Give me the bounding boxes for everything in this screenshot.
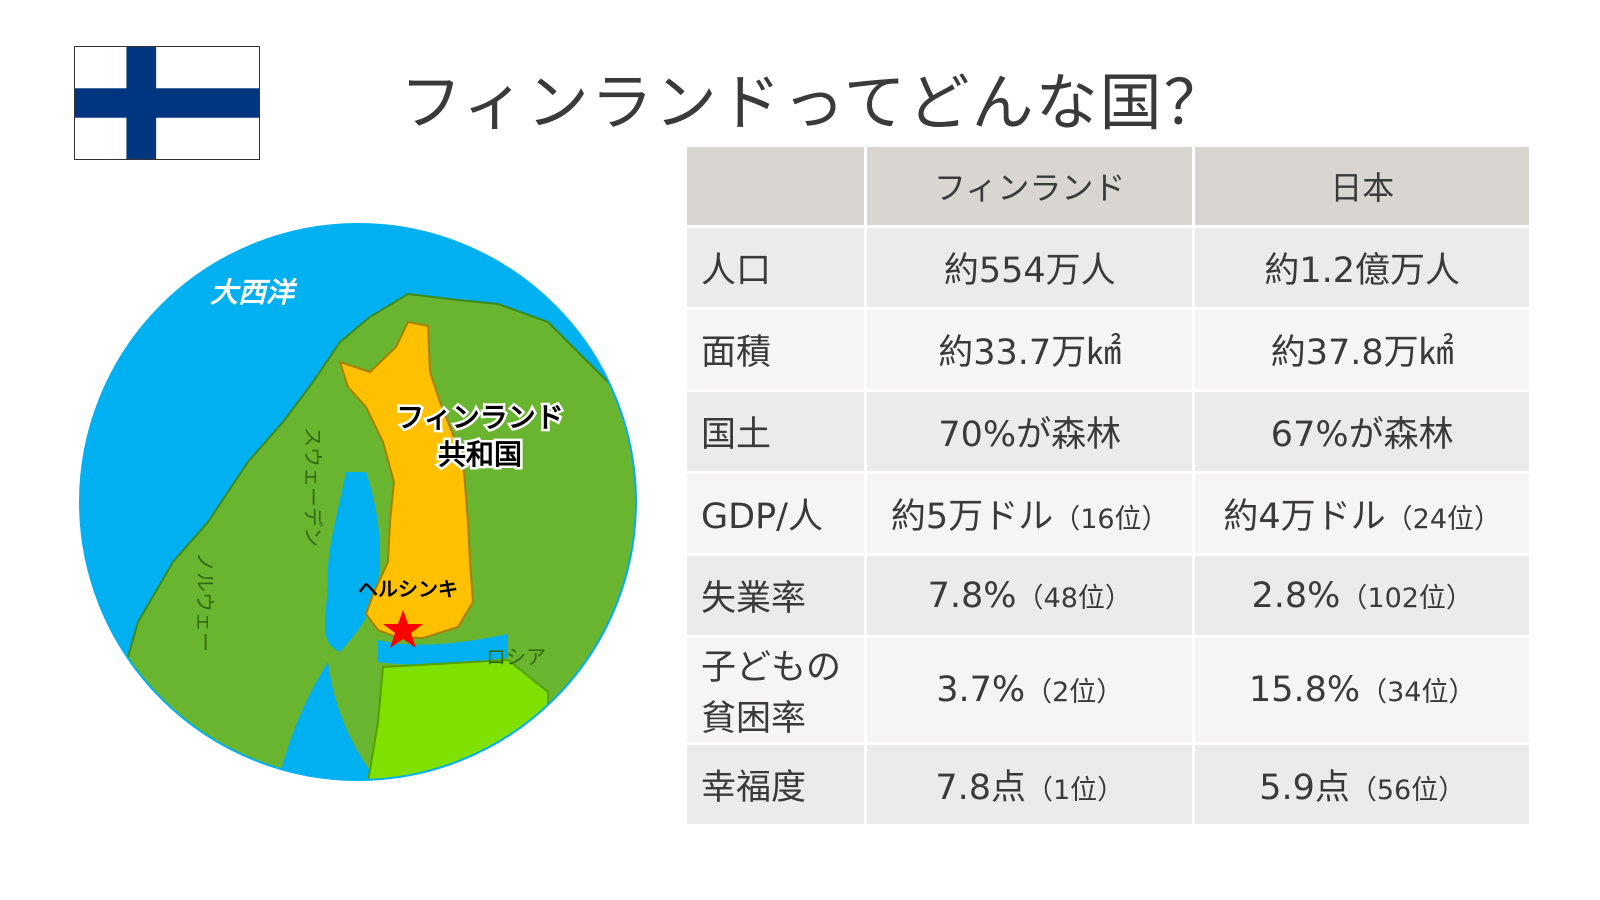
table-row-population: 人口 約554万人 約1.2億万人 xyxy=(687,228,1529,307)
row-label: 面積 xyxy=(687,310,865,389)
finland-value: 約5万ドル（16位） xyxy=(867,474,1193,553)
table-header-japan: 日本 xyxy=(1195,147,1529,225)
finland-value: 約554万人 xyxy=(867,228,1193,307)
finland-value: 3.7%（2位） xyxy=(867,638,1193,742)
table-header-empty xyxy=(687,147,865,225)
nordic-map-icon: 大西洋 フィンランド 共和国 スウェーデン ノルウェー ヘルシンキ ロシア xyxy=(78,222,638,782)
table-header-row: フィンランド 日本 xyxy=(687,147,1529,225)
japan-value: 約4万ドル（24位） xyxy=(1195,474,1529,553)
table-row-child-poverty: 子どもの 貧困率 3.7%（2位） 15.8%（34位） xyxy=(687,638,1529,742)
finland-label-line1: フィンランド xyxy=(396,401,563,434)
table-row-unemployment: 失業率 7.8%（48位） 2.8%（102位） xyxy=(687,556,1529,635)
comparison-table: フィンランド 日本 人口 約554万人 約1.2億万人 面積 約33.7万㎢ 約… xyxy=(684,144,1532,827)
table-row-land: 国土 70%が森林 67%が森林 xyxy=(687,392,1529,471)
norway-label: ノルウェー xyxy=(193,552,217,652)
finland-value: 70%が森林 xyxy=(867,392,1193,471)
table-row-area: 面積 約33.7万㎢ 約37.8万㎢ xyxy=(687,310,1529,389)
japan-value: 約37.8万㎢ xyxy=(1195,310,1529,389)
row-label: 国土 xyxy=(687,392,865,471)
row-label: 失業率 xyxy=(687,556,865,635)
japan-value: 5.9点（56位） xyxy=(1195,745,1529,824)
row-label: GDP/人 xyxy=(687,474,865,553)
russia-label: ロシア xyxy=(486,645,546,669)
finland-value: 7.8%（48位） xyxy=(867,556,1193,635)
row-label: 幸福度 xyxy=(687,745,865,824)
page-title: フィンランドってどんな国？ xyxy=(400,66,1228,139)
finland-value: 7.8点（1位） xyxy=(867,745,1193,824)
japan-value: 約1.2億万人 xyxy=(1195,228,1529,307)
japan-value: 15.8%（34位） xyxy=(1195,638,1529,742)
table-row-happiness: 幸福度 7.8点（1位） 5.9点（56位） xyxy=(687,745,1529,824)
sweden-label: スウェーデン xyxy=(301,427,325,547)
japan-value: 67%が森林 xyxy=(1195,392,1529,471)
row-label: 子どもの 貧困率 xyxy=(687,638,865,742)
ocean-label: 大西洋 xyxy=(210,276,298,309)
row-label: 人口 xyxy=(687,228,865,307)
finland-value: 約33.7万㎢ xyxy=(867,310,1193,389)
finland-label-line2: 共和国 xyxy=(438,438,522,471)
capital-label: ヘルシンキ xyxy=(358,577,458,601)
table-header-finland: フィンランド xyxy=(867,147,1193,225)
japan-value: 2.8%（102位） xyxy=(1195,556,1529,635)
table-row-gdp: GDP/人 約5万ドル（16位） 約4万ドル（24位） xyxy=(687,474,1529,553)
finland-flag-icon xyxy=(74,46,260,160)
